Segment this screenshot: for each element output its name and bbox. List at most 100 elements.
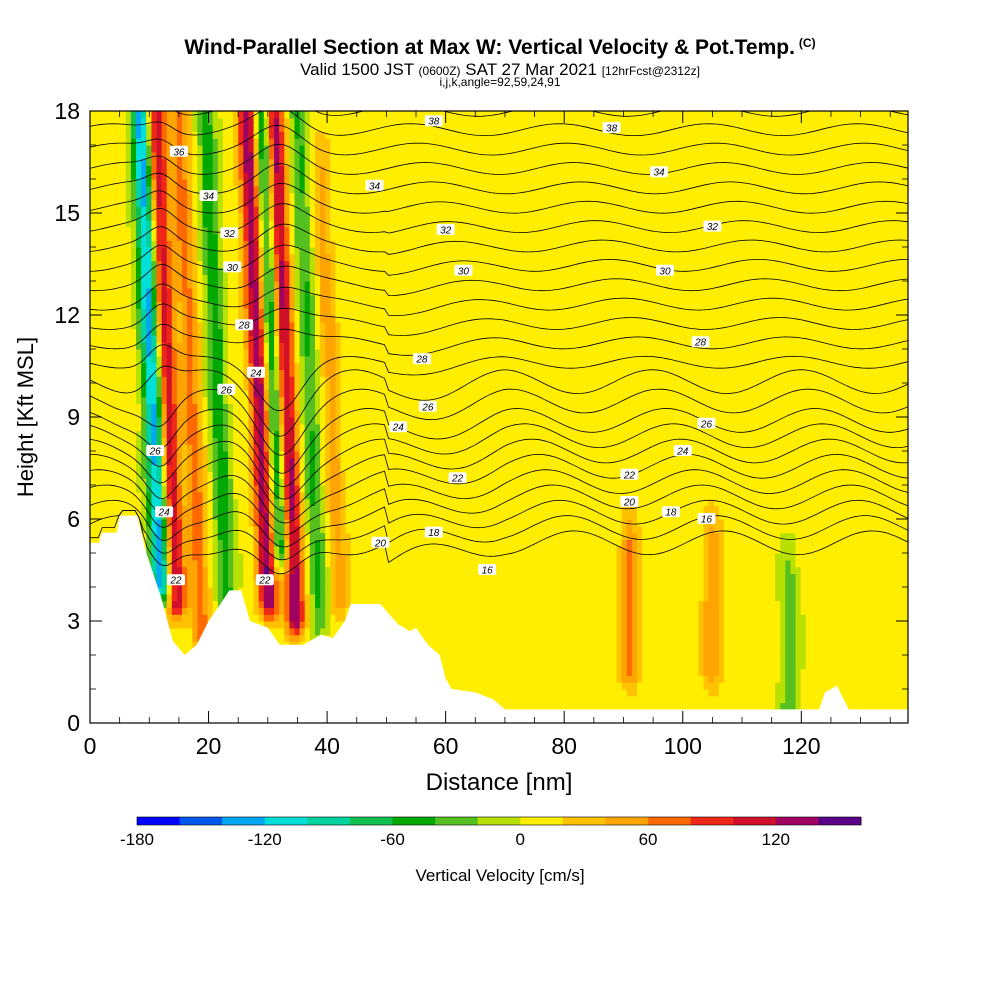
velocity-cell (299, 117, 306, 126)
velocity-cell (243, 396, 250, 404)
velocity-cell (309, 219, 316, 228)
velocity-cell (115, 267, 122, 275)
velocity-cell (325, 260, 331, 268)
velocity-cell (202, 505, 209, 513)
velocity-cell (192, 281, 199, 289)
velocity-cell (110, 491, 117, 500)
velocity-cell (243, 532, 250, 540)
velocity-cell (161, 566, 168, 574)
velocity-cell (233, 335, 239, 343)
velocity-cell (284, 260, 291, 268)
velocity-cell (110, 498, 117, 506)
velocity-cell (156, 389, 163, 398)
velocity-cell (156, 457, 163, 466)
velocity-cell (125, 417, 132, 425)
velocity-cell (309, 593, 316, 602)
velocity-cell (366, 573, 372, 581)
velocity-cell (294, 546, 301, 554)
velocity-cell (171, 634, 178, 642)
velocity-cell (146, 423, 152, 432)
velocity-cell (95, 417, 101, 425)
velocity-cell (136, 498, 142, 506)
velocity-cell (248, 430, 255, 438)
velocity-cell (263, 219, 270, 228)
velocity-cell (340, 383, 347, 391)
velocity-cell (120, 274, 127, 282)
velocity-cell (217, 342, 224, 350)
velocity-cell (243, 485, 250, 493)
velocity-cell (141, 199, 147, 207)
velocity-cell (299, 131, 306, 139)
velocity-cell (146, 505, 152, 513)
velocity-cell (197, 233, 204, 241)
velocity-cell (315, 267, 321, 275)
velocity-cell (100, 281, 106, 289)
velocity-cell (248, 553, 255, 561)
velocity-cell (202, 165, 209, 173)
velocity-cell (125, 111, 132, 119)
velocity-cell (320, 247, 326, 255)
velocity-cell (105, 287, 112, 296)
velocity-cell (90, 478, 96, 486)
velocity-cell (233, 301, 239, 309)
velocity-cell (95, 410, 101, 418)
velocity-cell (274, 240, 280, 248)
velocity-cell (192, 491, 199, 500)
velocity-cell (151, 519, 158, 527)
velocity-cell (202, 111, 209, 119)
velocity-cell (95, 274, 101, 282)
velocity-cell (207, 226, 214, 234)
velocity-cell (176, 634, 183, 642)
velocity-cell (263, 471, 270, 479)
velocity-cell (345, 478, 352, 486)
velocity-cell (151, 410, 158, 418)
velocity-cell (243, 580, 250, 588)
velocity-cell (105, 519, 112, 527)
velocity-cell (105, 444, 112, 452)
velocity-cell (371, 587, 377, 595)
velocity-cell (284, 444, 291, 452)
velocity-cell (253, 539, 260, 547)
velocity-cell (120, 328, 127, 336)
velocity-cell (222, 349, 229, 357)
velocity-cell (253, 444, 260, 452)
velocity-cell (207, 457, 214, 466)
velocity-cell (248, 383, 255, 391)
velocity-cell (100, 233, 106, 241)
velocity-cell (151, 478, 158, 486)
velocity-cell (197, 383, 204, 391)
velocity-cell (166, 294, 173, 302)
velocity-cell (315, 546, 321, 554)
velocity-cell (151, 349, 158, 357)
velocity-cell (253, 247, 260, 255)
velocity-cell (268, 457, 275, 466)
velocity-cell (105, 131, 112, 139)
velocity-cell (355, 287, 362, 296)
velocity-cell (304, 396, 311, 404)
velocity-cell (212, 138, 219, 146)
velocity-cell (299, 192, 306, 200)
velocity-cell (202, 471, 209, 479)
velocity-cell (202, 376, 209, 384)
velocity-cell (217, 430, 224, 438)
velocity-cell (289, 376, 296, 384)
velocity-cell (243, 573, 250, 581)
velocity-cell (345, 124, 352, 132)
velocity-cell (268, 532, 275, 540)
velocity-cell (136, 213, 142, 221)
velocity-cell (294, 539, 301, 547)
velocity-cell (294, 301, 301, 309)
velocity-cell (355, 294, 362, 302)
velocity-cell (182, 457, 188, 466)
velocity-cell (151, 485, 158, 493)
velocity-cell (253, 383, 260, 391)
velocity-cell (238, 138, 245, 146)
velocity-cell (274, 546, 280, 554)
velocity-cell (197, 213, 204, 221)
velocity-cell (330, 403, 337, 411)
velocity-cell (299, 315, 306, 323)
velocity-cell (268, 117, 275, 126)
velocity-cell (171, 111, 178, 119)
velocity-cell (345, 253, 352, 262)
velocity-cell (192, 566, 199, 574)
